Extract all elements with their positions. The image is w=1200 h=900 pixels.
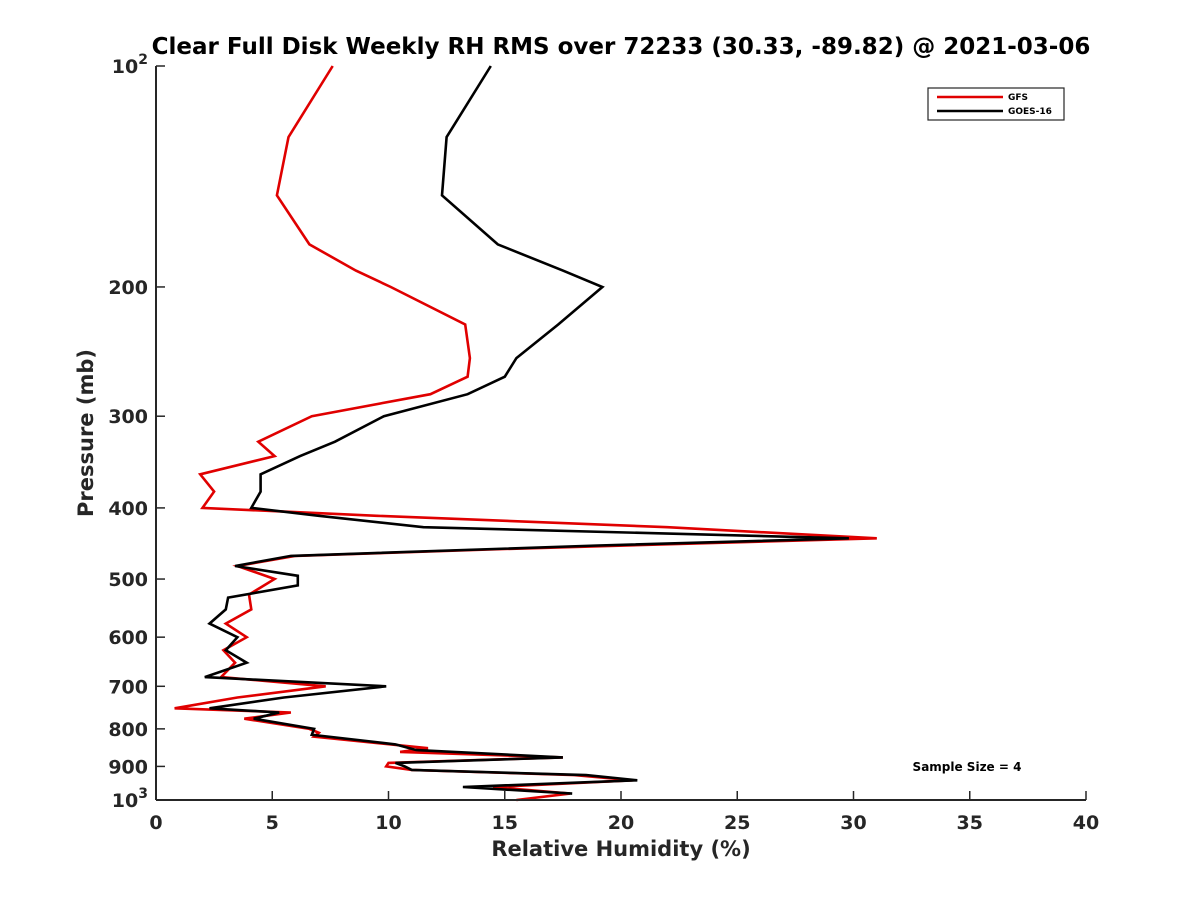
- series-line-gfs: [174, 65, 877, 802]
- x-tick-label-30: 30: [840, 812, 866, 834]
- y-axis-label: Pressure (mb): [74, 349, 98, 517]
- x-tick-label-5: 5: [266, 812, 279, 834]
- y-tick-label-200: 200: [108, 277, 148, 299]
- x-tick-label-20: 20: [608, 812, 634, 834]
- ticks: 0 5 10 15 20 25 30 35 40 102 200 300 400 500 600 700 800…: [108, 52, 1099, 834]
- y-tick-label-100: 102: [112, 52, 148, 78]
- y-tick-label-600: 600: [108, 627, 148, 649]
- y-tick-label-400: 400: [108, 498, 148, 520]
- chart-title: Clear Full Disk Weekly RH RMS over 72233…: [152, 34, 1091, 60]
- y-tick-label-1000: 103: [112, 786, 148, 812]
- x-tick-label-35: 35: [957, 812, 983, 834]
- x-tick-label-25: 25: [724, 812, 750, 834]
- x-tick-label-0: 0: [149, 812, 162, 834]
- y-tick-label-300: 300: [108, 406, 148, 428]
- y-tick-label-800: 800: [108, 719, 148, 741]
- y-tick-label-900: 900: [108, 756, 148, 778]
- x-axis-label: Relative Humidity (%): [491, 837, 750, 861]
- legend: GFS GOES-16: [927, 87, 1065, 121]
- sample-size-annotation: Sample Size = 4: [913, 760, 1022, 774]
- y-tick-label-700: 700: [108, 676, 148, 698]
- legend-label-gfs: GFS: [1008, 93, 1028, 103]
- x-tick-label-10: 10: [375, 812, 401, 834]
- legend-label-goes16: GOES-16: [1008, 107, 1052, 117]
- legend-box: [927, 87, 1065, 121]
- series-layer: [174, 65, 877, 802]
- x-tick-label-15: 15: [492, 812, 518, 834]
- x-tick-label-40: 40: [1073, 812, 1099, 834]
- y-tick-label-500: 500: [108, 569, 148, 591]
- series-line-goes16: [204, 65, 849, 795]
